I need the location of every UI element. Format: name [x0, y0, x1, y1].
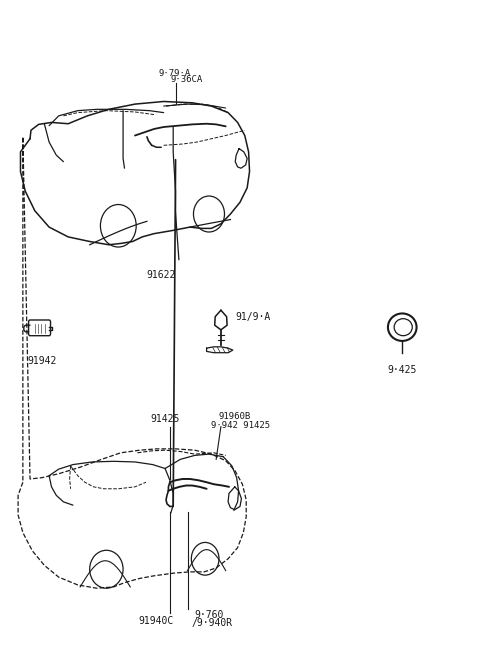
Text: 91940C: 91940C [138, 616, 173, 626]
Text: 91960B: 91960B [218, 413, 251, 421]
Text: 91/9·A: 91/9·A [235, 311, 270, 322]
Text: 9·942 91425: 9·942 91425 [211, 421, 271, 430]
Text: 9·760: 9·760 [195, 610, 224, 620]
Text: 9·425: 9·425 [387, 365, 417, 375]
Text: 9·79·A: 9·79·A [159, 69, 191, 78]
Text: 9·36CA: 9·36CA [171, 76, 203, 85]
Text: 91622: 91622 [146, 269, 176, 280]
Text: 91425: 91425 [150, 414, 180, 424]
Text: /9·940R: /9·940R [192, 618, 232, 627]
Text: 91942: 91942 [27, 356, 57, 366]
